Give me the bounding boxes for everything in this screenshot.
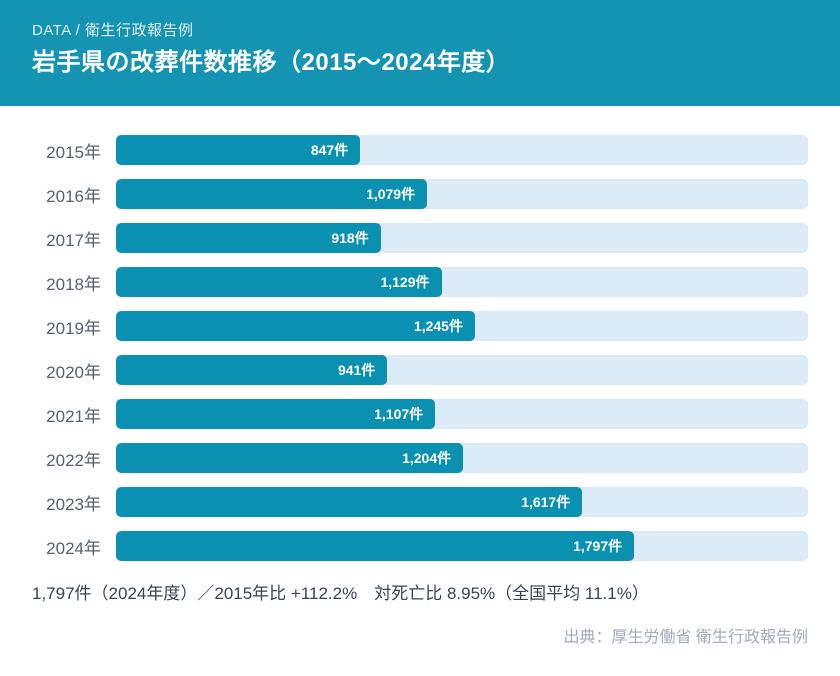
bar-value-label: 1,204件 <box>402 450 452 466</box>
bar: 1,129件 <box>116 267 442 297</box>
bar-track: 1,107件 <box>116 399 808 429</box>
year-label: 2020年 <box>46 362 101 382</box>
page-title: 岩手県の改葬件数推移（2015～2024年度） <box>32 49 511 76</box>
year-label: 2019年 <box>46 318 101 338</box>
year-label: 2015年 <box>46 142 101 162</box>
year-label: 2016年 <box>46 186 101 206</box>
bar: 1,204件 <box>116 443 464 473</box>
bar-row: 2017年 918件 <box>32 223 808 253</box>
bar-value-label: 1,797件 <box>573 538 623 554</box>
bar-value-label: 1,617件 <box>521 494 571 510</box>
bar-chart: 2015年 847件 2016年 1,079件 2017年 918件 2018年 1,129件… <box>0 106 840 561</box>
year-label: 2018年 <box>46 274 101 294</box>
bar: 847件 <box>116 135 361 165</box>
bar-row: 2016年 1,079件 <box>32 179 808 209</box>
source-text: 出典：厚生労働省 衛生行政報告例 <box>563 629 808 647</box>
summary-text: 1,797件（2024年度）／2015年比 +112.2% 対死亡比 8.95%… <box>32 584 649 603</box>
bar-track: 1,204件 <box>116 443 808 473</box>
bar: 1,617件 <box>116 487 583 517</box>
bar-track: 1,079件 <box>116 179 808 209</box>
bar-track: 918件 <box>116 223 808 253</box>
bar-value-label: 1,129件 <box>380 274 430 290</box>
bar-row: 2022年 1,204件 <box>32 443 808 473</box>
bar: 1,079件 <box>116 179 428 209</box>
bar-row: 2024年 1,797件 <box>32 531 808 561</box>
year-label: 2017年 <box>46 230 101 250</box>
bar-chart-rows: 2015年 847件 2016年 1,079件 2017年 918件 2018年 1,129件… <box>32 135 808 561</box>
bar-row: 2020年 941件 <box>32 355 808 385</box>
bar: 1,797件 <box>116 531 635 561</box>
year-label: 2021年 <box>46 406 101 426</box>
year-label: 2023年 <box>46 494 101 514</box>
year-label: 2022年 <box>46 450 101 470</box>
bar: 918件 <box>116 223 381 253</box>
bar-value-label: 1,079件 <box>366 186 416 202</box>
bar-track: 1,129件 <box>116 267 808 297</box>
bar-value-label: 941件 <box>337 362 376 378</box>
bar-track: 1,797件 <box>116 531 808 561</box>
bar-row: 2019年 1,245件 <box>32 311 808 341</box>
header-banner: DATA / 衛生行政報告例 岩手県の改葬件数推移（2015～2024年度） <box>0 0 840 106</box>
bar-row: 2015年 847件 <box>32 135 808 165</box>
bar-value-label: 918件 <box>331 230 369 246</box>
bar-value-label: 1,107件 <box>374 406 424 422</box>
bar-track: 1,245件 <box>116 311 808 341</box>
bar-track: 941件 <box>116 355 808 385</box>
bar-value-label: 847件 <box>310 142 349 158</box>
bar-row: 2023年 1,617件 <box>32 487 808 517</box>
bar: 941件 <box>116 355 388 385</box>
bar: 1,245件 <box>116 311 475 341</box>
bar-track: 847件 <box>116 135 808 165</box>
header-eyebrow: DATA / 衛生行政報告例 <box>32 22 194 39</box>
bar-row: 2018年 1,129件 <box>32 267 808 297</box>
bar-track: 1,617件 <box>116 487 808 517</box>
bar-row: 2021年 1,107件 <box>32 399 808 429</box>
bar: 1,107件 <box>116 399 436 429</box>
bar-value-label: 1,245件 <box>413 318 463 334</box>
year-label: 2024年 <box>46 538 101 558</box>
